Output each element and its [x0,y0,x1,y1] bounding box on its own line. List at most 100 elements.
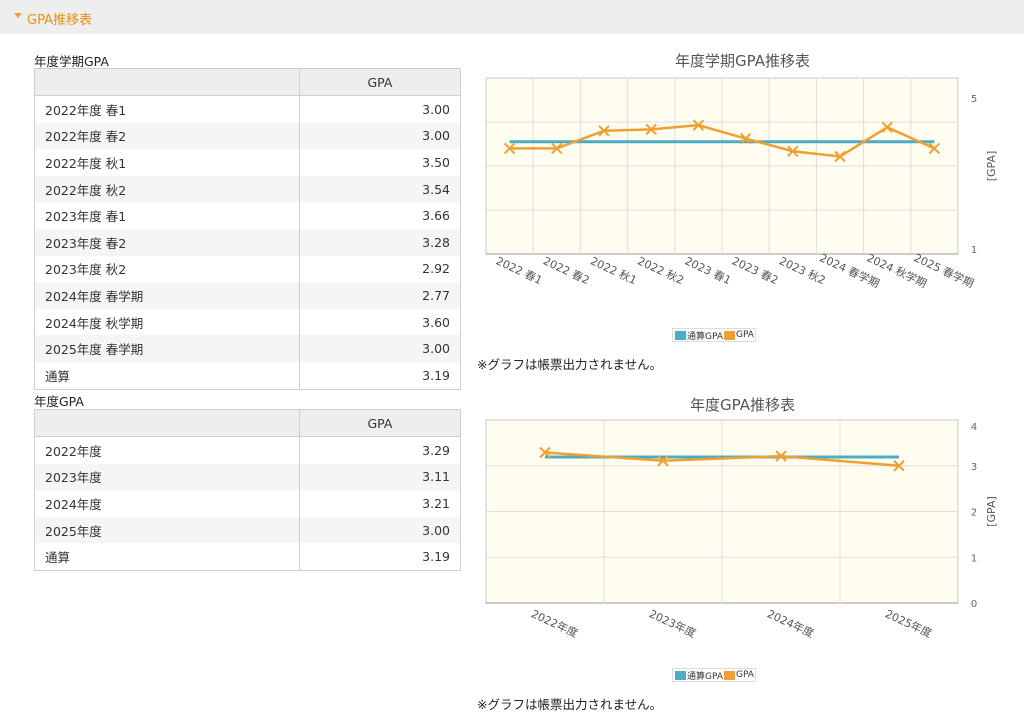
row-gpa-value: 3.60 [299,308,461,336]
header-label-cell [34,409,300,437]
chart2-note: ※グラフは帳票出力されません。 [477,697,663,712]
legend-label-gpa: GPA [735,330,754,340]
chart2-title: 年度GPA推移表 [690,396,795,414]
legend-swatch-gpa [723,670,735,680]
y-tick-label: 4 [971,422,977,433]
legend-swatch-cumulative [675,670,686,680]
row-gpa-value: 3.19 [299,543,461,571]
legend-swatch-gpa [723,330,735,340]
y-tick-label: 0 [971,599,977,610]
table-row: 2025年度 3.00 [34,516,461,544]
x-tick-label: 2022 秋2 [636,254,687,288]
gpa-point-marker [598,125,610,137]
row-label: 通算 [34,543,300,571]
row-gpa-value: 3.28 [299,228,461,256]
row-label: 2024年度 春学期 [34,282,300,309]
year-gpa-table: GPA 2022年度 3.29 2023年度 3.11 2024年度 3.21 2025年度… [34,409,461,571]
table-row: 2022年度 秋1 3.50 [34,149,461,176]
row-gpa-value: 3.66 [299,202,461,229]
legend-label-cumulative: 通算GPA [687,671,723,682]
row-gpa-value: 2.77 [299,282,461,309]
x-tick-label: 2022年度 [529,606,580,640]
table-row: 2022年度 春2 3.00 [34,122,461,150]
x-tick-label: 2023 春1 [683,254,733,287]
row-gpa-value: 3.29 [299,436,461,464]
y-tick-label: 1 [971,553,977,564]
legend-label-cumulative: 通算GPA [687,331,723,342]
table-row: 通算 3.19 [34,361,461,390]
table-row: 2024年度 3.21 [34,490,461,517]
x-tick-label: 2023 春2 [730,254,780,287]
header-label-cell [34,68,300,96]
row-label: 2022年度 春1 [34,95,300,123]
row-label: 2022年度 秋1 [34,149,300,176]
row-gpa-value: 3.00 [299,335,461,362]
gpa-point-marker [928,142,941,155]
row-gpa-value: 3.19 [299,361,461,390]
gpa-point-marker [692,119,705,131]
table-row: 2022年度 春1 3.00 [34,95,461,123]
table-row: 2023年度 秋2 2.92 [34,255,461,283]
row-gpa-value: 3.54 [299,175,461,203]
series-line-gpa [509,123,935,158]
x-tick-label: 2025年度 [883,606,934,640]
gpa-point-marker [551,142,563,155]
row-label: 2022年度 春2 [34,122,300,150]
y-axis-label: [GPA] [985,496,998,527]
row-label: 2023年度 [34,463,300,491]
section-header-gpa[interactable]: GPA推移表 [0,0,1024,34]
collapse-triangle-icon[interactable] [14,13,22,18]
row-gpa-value: 3.50 [299,149,461,176]
row-gpa-value: 3.11 [299,463,461,491]
table-row: 2022年度 秋2 3.54 [34,175,461,203]
gpa-point-marker [645,123,657,136]
table-row: 通算 3.19 [34,543,461,571]
gpa-point-marker [834,150,846,163]
header-gpa-cell: GPA [299,409,461,437]
row-label: 2025年度 春学期 [34,335,300,362]
table-row: 2023年度 3.11 [34,463,461,491]
gpa-point-marker [881,121,893,133]
y-tick-label: 3 [971,462,977,473]
table-row: 2024年度 秋学期 3.60 [34,308,461,336]
table-header-row: GPA [34,68,461,96]
gpa-point-marker [539,446,551,459]
x-tick-label: 2022 秋1 [588,254,639,288]
row-label: 2025年度 [34,516,300,544]
row-gpa-value: 3.00 [299,122,461,150]
gpa-point-marker [787,145,799,157]
row-label: 2022年度 [34,436,300,464]
x-tick-label: 2023年度 [647,606,698,640]
header-gpa-cell: GPA [299,68,461,96]
gpa-point-marker [657,455,669,467]
table-row: 2024年度 春学期 2.77 [34,282,461,309]
table-row: 2022年度 3.29 [34,436,461,464]
row-label: 2023年度 春1 [34,202,300,229]
chart1-legend: 通算GPA GPA [672,328,756,342]
row-gpa-value: 2.92 [299,255,461,283]
section-title: GPA推移表 [27,13,92,28]
year-gpa-chart: 0 1 2 3 4 2022年度 2023年度 2024年度 2025年度 [GPA] [485,419,998,640]
legend-label-gpa: GPA [735,670,754,680]
row-label: 2023年度 春2 [34,228,300,256]
table-header-row: GPA [34,409,461,437]
table-row: 2023年度 春1 3.66 [34,202,461,229]
table-row: 2025年度 春学期 3.00 [34,335,461,362]
gpa-point-marker [739,132,752,145]
chart2-legend: 通算GPA GPA [672,668,756,682]
legend-swatch-cumulative [675,330,686,340]
x-tick-label: 2022 春2 [541,254,591,287]
gpa-point-marker [893,460,905,472]
y-tick-label: 1 [971,245,977,256]
x-tick-label: 2022 春1 [494,254,544,287]
row-label: 2023年度 秋2 [34,255,300,283]
year-table-title: 年度GPA [34,394,84,409]
gpa-point-marker [775,450,787,462]
y-tick-label: 5 [971,94,977,105]
row-gpa-value: 3.21 [299,490,461,517]
row-label: 通算 [34,361,300,390]
row-label: 2024年度 秋学期 [34,308,300,336]
row-gpa-value: 3.00 [299,95,461,123]
semester-table-title: 年度学期GPA [34,54,109,69]
